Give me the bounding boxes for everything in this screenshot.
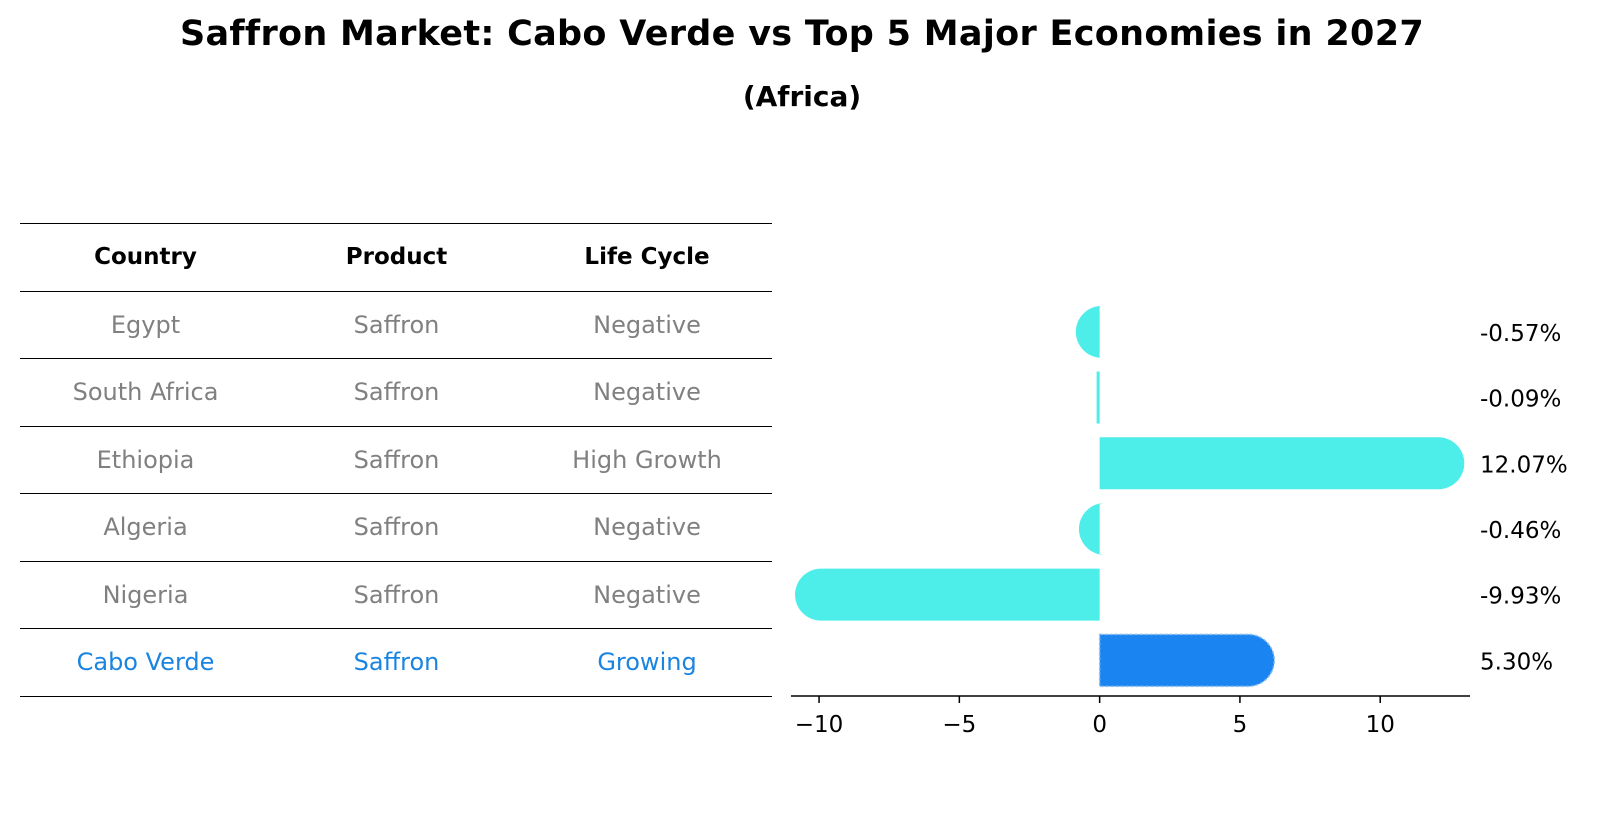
bar-shape: [795, 568, 1100, 621]
bar-egypt: [1075, 305, 1102, 358]
table-header-row: Country Product Life Cycle: [20, 223, 772, 291]
bar-nigeria: [795, 568, 1100, 621]
cell-product: Saffron: [353, 580, 440, 609]
x-tick-label: −10: [795, 712, 844, 738]
bar-algeria: [1078, 502, 1105, 555]
x-tick-label: 10: [1366, 712, 1395, 738]
cell-product: Saffron: [353, 310, 440, 339]
bar-ethiopia: [1099, 437, 1465, 490]
data-label: 5.30%: [1480, 649, 1553, 675]
x-tick-label: 0: [1092, 712, 1107, 738]
cell-life-cycle: Negative: [593, 513, 701, 542]
cell-life-cycle: Negative: [593, 310, 701, 339]
data-label: -9.93%: [1480, 584, 1561, 610]
bar-shape: [1099, 437, 1465, 490]
header-country: Country: [94, 244, 197, 271]
cell-country: Cabo Verde: [76, 648, 215, 677]
cell-product: Saffron: [353, 445, 440, 474]
data-label: 12.07%: [1480, 452, 1568, 478]
bar-shape: [1075, 305, 1102, 358]
cell-product: Saffron: [353, 513, 440, 542]
bar-shape: [1096, 371, 1100, 424]
cell-product: Saffron: [353, 648, 440, 677]
header-product: Product: [345, 244, 448, 271]
table-row: South Africa Saffron Negative: [20, 358, 772, 426]
table-row: Nigeria Saffron Negative: [20, 560, 772, 629]
cell-life-cycle: Negative: [593, 580, 701, 609]
chart-subtitle: (Africa): [742, 80, 862, 113]
cell-country: Algeria: [103, 513, 188, 542]
cell-country: South Africa: [72, 378, 219, 407]
table-row-highlight: Cabo Verde Saffron Growing: [20, 628, 772, 697]
chart-title: Saffron Market: Cabo Verde vs Top 5 Majo…: [179, 14, 1425, 54]
x-tick-label: 5: [1233, 712, 1248, 738]
cell-life-cycle: High Growth: [572, 445, 722, 474]
table-row: Ethiopia Saffron High Growth: [20, 425, 772, 494]
cell-country: Egypt: [110, 310, 181, 339]
cell-life-cycle: Negative: [593, 378, 701, 407]
bar-shape: [1098, 633, 1276, 688]
table-row: Algeria Saffron Negative: [20, 493, 772, 561]
cell-product: Saffron: [353, 378, 440, 407]
cell-life-cycle: Growing: [597, 648, 697, 677]
bar-shape: [1078, 502, 1105, 555]
cell-country: Ethiopia: [96, 445, 195, 474]
x-tick-label: −5: [942, 712, 976, 738]
bar-south-africa: [1096, 371, 1100, 424]
table-row: Egypt Saffron Negative: [20, 290, 772, 359]
data-label: -0.57%: [1480, 321, 1561, 347]
bar-cabo-verde: [1098, 633, 1276, 688]
data-label: -0.09%: [1480, 387, 1561, 413]
header-life-cycle: Life Cycle: [584, 244, 710, 271]
data-table: Country Product Life Cycle Egypt Saffron…: [20, 223, 772, 697]
data-label: -0.46%: [1480, 518, 1561, 544]
cell-country: Nigeria: [102, 580, 189, 609]
